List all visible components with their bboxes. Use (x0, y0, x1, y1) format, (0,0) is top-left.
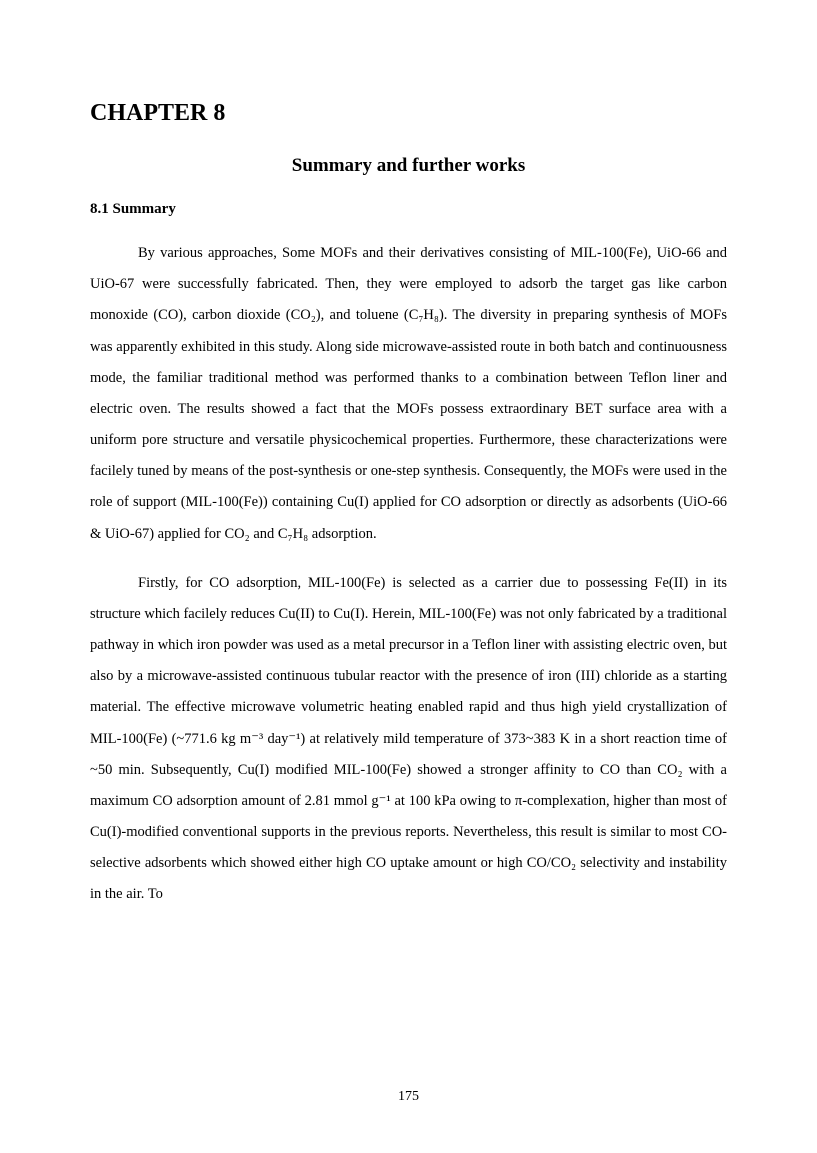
page-number: 175 (0, 1089, 817, 1105)
chapter-title: CHAPTER 8 (90, 100, 727, 127)
chapter-subtitle: Summary and further works (90, 155, 727, 177)
section-heading: 8.1 Summary (90, 201, 727, 218)
body-paragraph-1: By various approaches, Some MOFs and the… (90, 238, 727, 550)
body-paragraph-2: Firstly, for CO adsorption, MIL-100(Fe) … (90, 568, 727, 911)
